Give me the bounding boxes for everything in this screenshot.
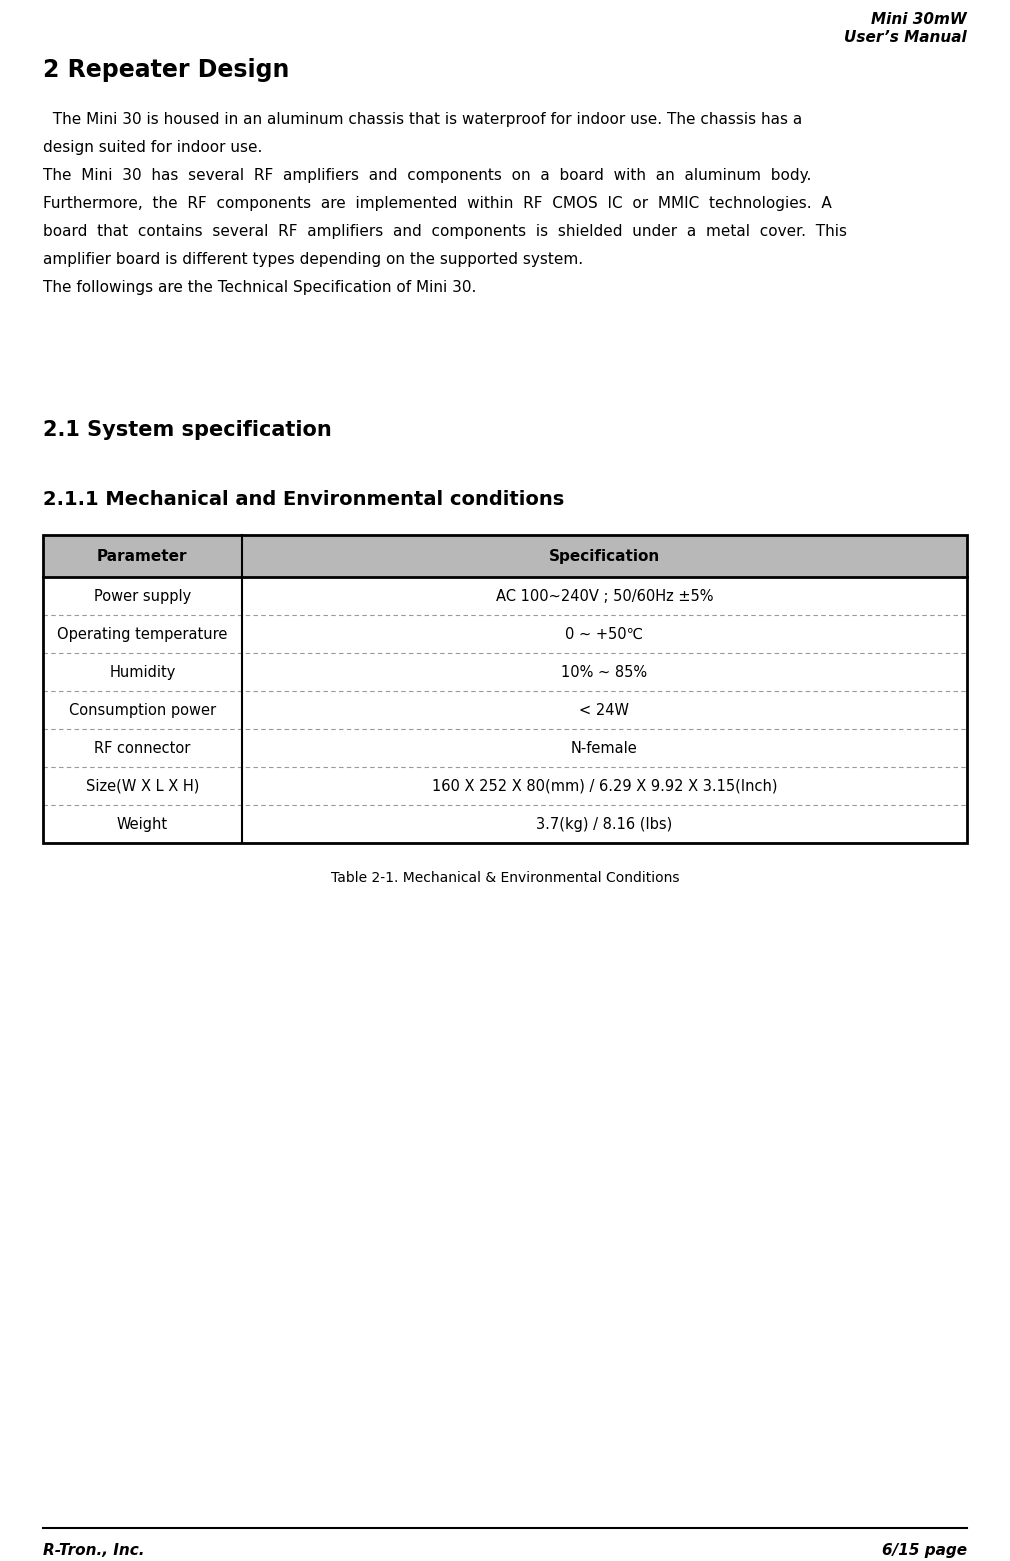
Bar: [43, 535, 967, 578]
Text: N-female: N-female: [571, 740, 637, 756]
Text: design suited for indoor use.: design suited for indoor use.: [43, 140, 263, 155]
Text: 0 ~ +50℃: 0 ~ +50℃: [566, 626, 643, 642]
Text: Operating temperature: Operating temperature: [58, 626, 227, 642]
Text: 2.1.1 Mechanical and Environmental conditions: 2.1.1 Mechanical and Environmental condi…: [43, 490, 565, 509]
Text: The  Mini  30  has  several  RF  amplifiers  and  components  on  a  board  with: The Mini 30 has several RF amplifiers an…: [43, 169, 811, 183]
Text: The followings are the Technical Specification of Mini 30.: The followings are the Technical Specifi…: [43, 279, 477, 295]
Text: 160 X 252 X 80(mm) / 6.29 X 9.92 X 3.15(Inch): 160 X 252 X 80(mm) / 6.29 X 9.92 X 3.15(…: [431, 779, 777, 793]
Text: Parameter: Parameter: [97, 548, 188, 564]
Bar: [43, 535, 967, 843]
Text: Table 2-1. Mechanical & Environmental Conditions: Table 2-1. Mechanical & Environmental Co…: [330, 871, 680, 885]
Text: amplifier board is different types depending on the supported system.: amplifier board is different types depen…: [43, 251, 583, 267]
Text: User’s Manual: User’s Manual: [844, 30, 967, 45]
Text: board  that  contains  several  RF  amplifiers  and  components  is  shielded  u: board that contains several RF amplifier…: [43, 223, 847, 239]
Text: Consumption power: Consumption power: [69, 702, 216, 718]
Text: R-Tron., Inc.: R-Tron., Inc.: [43, 1542, 144, 1558]
Text: < 24W: < 24W: [580, 702, 629, 718]
Text: 3.7(kg) / 8.16 (lbs): 3.7(kg) / 8.16 (lbs): [536, 816, 673, 832]
Text: 6/15 page: 6/15 page: [882, 1542, 967, 1558]
Text: 2 Repeater Design: 2 Repeater Design: [43, 58, 290, 83]
Text: The Mini 30 is housed in an aluminum chassis that is waterproof for indoor use. : The Mini 30 is housed in an aluminum cha…: [43, 112, 802, 126]
Text: Humidity: Humidity: [109, 665, 176, 679]
Text: Specification: Specification: [548, 548, 660, 564]
Text: AC 100~240V ; 50/60Hz ±5%: AC 100~240V ; 50/60Hz ±5%: [496, 588, 713, 604]
Text: Weight: Weight: [117, 816, 168, 832]
Text: 10% ~ 85%: 10% ~ 85%: [562, 665, 647, 679]
Text: Size(W X L X H): Size(W X L X H): [86, 779, 199, 793]
Text: RF connector: RF connector: [94, 740, 191, 756]
Text: Power supply: Power supply: [94, 588, 191, 604]
Text: Furthermore,  the  RF  components  are  implemented  within  RF  CMOS  IC  or  M: Furthermore, the RF components are imple…: [43, 197, 832, 211]
Text: 2.1 System specification: 2.1 System specification: [43, 420, 331, 440]
Text: Mini 30mW: Mini 30mW: [872, 12, 967, 27]
